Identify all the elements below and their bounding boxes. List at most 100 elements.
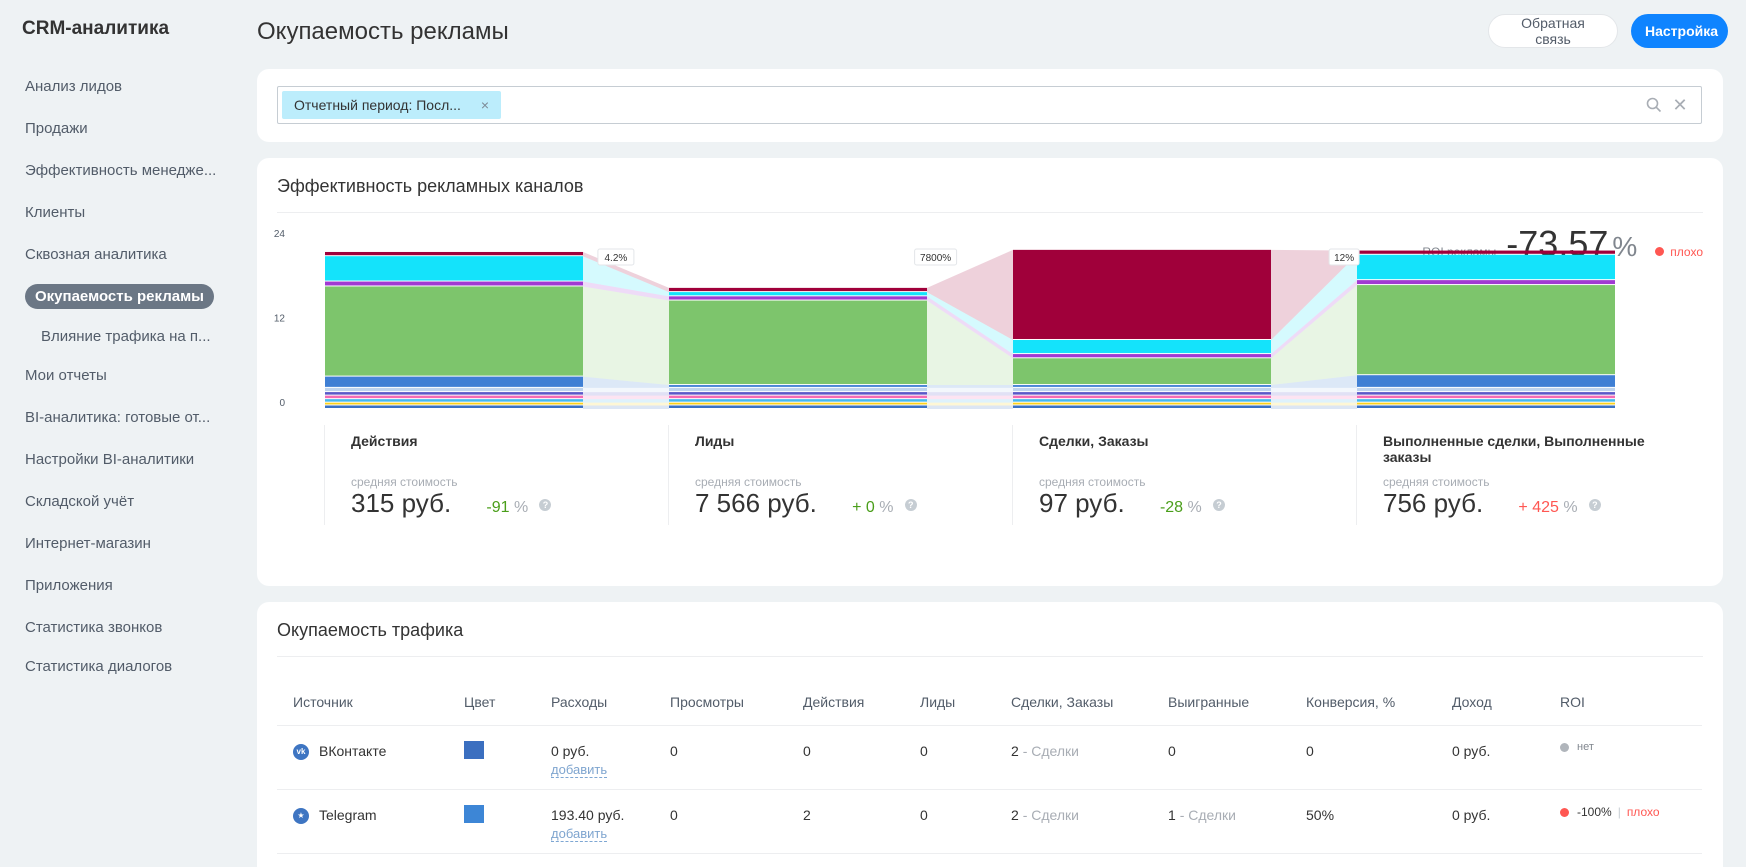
stage-cost-value: 315 руб. [351,488,452,518]
deals-cell[interactable]: 2 - Сделки [1011,807,1079,823]
bar-segment [1357,285,1615,375]
stage-deals: Сделки, Заказы средняя стоимость 97 руб.… [1012,425,1312,525]
conversion-label-box [1328,248,1360,266]
deals-value: 2 [1011,743,1019,759]
sidebar-item-sales[interactable]: Продажи [25,120,88,137]
sidebar-item-online-store[interactable]: Интернет-магазин [25,535,151,552]
settings-button[interactable]: Настройка [1631,14,1728,48]
actions-cell: 2 [803,807,811,823]
funnel-connector [927,292,1013,355]
col-expenses[interactable]: Расходы [551,694,608,710]
table-header: Источник Цвет Расходы Просмотры Действия… [277,676,1702,726]
col-conversion[interactable]: Конверсия, % [1306,694,1396,710]
stage-delta-pct: % [1563,499,1578,516]
filter-chip-period[interactable]: Отчетный период: Посл... × [282,91,502,119]
col-actions[interactable]: Действия [803,694,865,710]
stage-delta-value: -28 [1159,499,1184,516]
roi-value: -100% [1577,805,1612,819]
bar-segment [325,405,583,408]
sidebar-item-bi-settings[interactable]: Настройки BI-аналитики [25,451,195,468]
sidebar-item-clients[interactable]: Клиенты [25,204,86,221]
divider [277,656,1703,657]
search-icon[interactable] [1645,96,1663,114]
funnel-connector [1271,249,1357,340]
col-leads[interactable]: Лиды [920,694,956,710]
color-swatch[interactable] [464,741,484,759]
stage-sub: средняя стоимость [1383,475,1490,489]
sidebar-item-manager-efficiency[interactable]: Эффективность менедже... [25,162,217,179]
stage-sub: средняя стоимость [351,475,458,489]
bar-segment [1013,249,1271,339]
sidebar-item-lead-analysis[interactable]: Анализ лидов [25,78,123,95]
col-views[interactable]: Просмотры [670,694,744,710]
sidebar-item-dialog-stats[interactable]: Статистика диалогов [25,658,173,675]
chip-close-icon[interactable]: × [480,97,490,113]
conversion-label-box [597,248,635,266]
help-icon[interactable]: ? [1213,499,1225,512]
bar-segment [1013,392,1271,395]
stage-delta-value: + 0 [852,499,875,516]
filter-search-input[interactable]: Отчетный период: Посл... × ✕ [277,86,1702,124]
ad-channels-card: Эффективность рекламных каналов ROI рекл… [257,158,1723,586]
bar-segment [669,292,927,296]
funnel-connector [1271,375,1357,388]
add-expenses-link[interactable]: добавить [551,826,608,842]
col-deals[interactable]: Сделки, Заказы [1011,694,1114,710]
stage-delta: -28 % [1160,499,1202,516]
col-color[interactable]: Цвет [464,694,496,710]
roi-status: плохо [1670,245,1703,259]
col-income[interactable]: Доход [1452,694,1492,710]
sidebar-item-traffic-impact[interactable]: Влияние трафика на п... [41,328,211,345]
bar-segment [1357,405,1615,408]
deals-cell[interactable]: 2 - Сделки [1011,743,1079,759]
add-expenses-link[interactable]: добавить [551,762,608,778]
clear-icon[interactable]: ✕ [1672,95,1688,115]
sidebar-item-my-reports[interactable]: Мои отчеты [25,367,107,384]
help-icon[interactable]: ? [539,499,552,512]
sidebar-item-ad-roi[interactable]: Окупаемость рекламы [25,284,214,309]
funnel-connector [927,392,1013,396]
filter-chip-label: Отчетный период: Посл... [294,97,461,113]
won-cell[interactable]: 1 - Сделки [1168,807,1236,823]
sidebar-item-end-to-end-analytics[interactable]: Сквозная аналитика [25,246,167,263]
bar-segment [669,287,927,292]
y-tick-label: 12 [274,314,286,325]
bar-segment [1357,375,1615,387]
table-row: vk ВКонтакте 0 руб. добавить 0 0 0 2 - Сд… [277,726,1702,790]
funnel-connector [1271,387,1357,393]
expenses-value: 193.40 руб. [551,807,625,823]
stage-name: Действия [351,433,418,449]
bar-segment [669,402,927,405]
col-roi[interactable]: ROI [1560,694,1585,710]
y-tick-label: 0 [279,398,285,409]
stage-delta: + 425 % [1518,499,1577,516]
feedback-button[interactable]: Обратная связь [1488,14,1618,48]
help-icon[interactable]: ? [1588,499,1601,512]
stage-cost-value: 756 руб. [1383,488,1484,518]
bar-segment [669,399,927,402]
source-cell: ★ Telegram [293,807,377,825]
col-won[interactable]: Выигранные [1168,694,1250,710]
sidebar-item-apps[interactable]: Приложения [25,577,113,594]
deals-value: 2 [1011,807,1019,823]
stage-sub: средняя стоимость [1039,475,1146,489]
expenses-cell: 0 руб. добавить [551,743,608,778]
sidebar-item-bi-reports[interactable]: BI-аналитика: готовые от... [25,409,211,426]
sidebar-item-call-stats[interactable]: Статистика звонков [25,619,163,636]
bar-segment [325,392,583,395]
stage-sub: средняя стоимость [695,475,802,489]
funnel-connector [583,392,669,396]
bar-segment [325,376,583,387]
color-cell [464,805,484,826]
conversion-label-text: 12% [1334,253,1354,264]
sidebar-item-warehouse[interactable]: Складской учёт [25,493,135,510]
funnel-connector [583,387,669,393]
help-icon[interactable]: ? [904,499,917,512]
bar-segment [1357,280,1615,285]
won-cell: 0 [1168,743,1176,759]
col-source[interactable]: Источник [293,694,353,710]
color-swatch[interactable] [464,805,484,823]
funnel-connector [1271,402,1357,406]
table-row: ★ Telegram 193.40 руб. добавить 0 2 0 2 -… [277,790,1702,854]
channels-title: Эффективность рекламных каналов [277,176,584,196]
